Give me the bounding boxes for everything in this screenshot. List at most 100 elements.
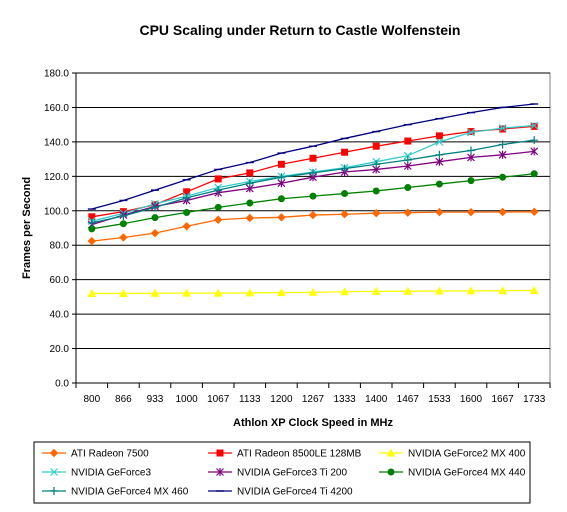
y-tick-label: 20.0 (50, 344, 70, 355)
data-point (498, 140, 507, 149)
x-tick-label: 1000 (175, 394, 198, 405)
data-point (372, 160, 381, 169)
data-point (530, 121, 539, 130)
data-point (245, 288, 255, 297)
legend-entry: NVIDIA GeForce4 Ti 4200 (208, 487, 353, 498)
y-tick-label: 120.0 (44, 172, 69, 183)
data-point (151, 214, 159, 222)
data-point (530, 170, 538, 178)
data-point (87, 218, 96, 227)
data-point (308, 210, 318, 220)
series-7 (87, 136, 539, 227)
data-point (498, 207, 507, 217)
data-point (435, 207, 444, 217)
data-point (183, 209, 191, 216)
data-point (467, 153, 475, 162)
data-point (277, 173, 286, 182)
x-tick-label: 933 (147, 394, 164, 405)
x-tick-label: 1067 (207, 394, 230, 405)
y-tick-label: 80.0 (50, 241, 70, 252)
series-1 (87, 207, 539, 246)
legend-entry: ATI Radeon 8500LE 128MB (208, 449, 362, 460)
data-point (213, 215, 223, 224)
data-point (309, 168, 317, 177)
y-tick-label: 140.0 (44, 137, 69, 148)
data-point (308, 287, 318, 296)
data-point (246, 169, 254, 177)
legend-marker (49, 448, 59, 458)
data-point (119, 220, 127, 228)
x-tick-label: 1267 (302, 394, 325, 405)
data-point (151, 203, 159, 212)
x-tick-label: 1333 (333, 394, 356, 405)
data-point (498, 124, 507, 133)
chart-title: CPU Scaling under Return to Castle Wolfe… (139, 22, 460, 38)
x-tick-label: 1667 (491, 394, 514, 405)
legend-label: ATI Radeon 7500 (71, 449, 149, 460)
x-tick-label: 866 (115, 394, 132, 405)
data-point (119, 211, 128, 220)
data-point (341, 190, 349, 198)
x-tick-label: 1400 (365, 394, 388, 405)
y-axis: 0.0 20.0 40.0 60.0 80.0 100.0 120.0 140.0 160.0 1… (44, 69, 77, 390)
data-point (435, 180, 443, 188)
data-point (340, 287, 349, 296)
legend-marker (216, 449, 224, 457)
data-point (403, 208, 413, 217)
x-tick-label: 800 (83, 394, 100, 405)
data-point (309, 192, 317, 200)
data-point (404, 137, 412, 145)
data-point (530, 136, 539, 145)
legend-label: NVIDIA GeForce4 MX 460 (71, 487, 189, 498)
data-point (467, 177, 475, 185)
data-point (214, 186, 223, 195)
legend-entry: NVIDIA GeForce4 MX 440 (379, 468, 526, 479)
x-tick-label: 1600 (460, 394, 483, 405)
legend-label: NVIDIA GeForce3 (71, 468, 151, 479)
legend-entry: NVIDIA GeForce4 MX 460 (42, 487, 189, 498)
data-point (119, 233, 128, 242)
data-point (87, 288, 97, 297)
y-tick-label: 160.0 (44, 103, 69, 114)
data-point (87, 236, 97, 246)
data-point (119, 288, 128, 297)
data-point (372, 187, 380, 195)
data-point (150, 288, 160, 297)
x-tick-label: 1467 (397, 394, 420, 405)
data-point (371, 286, 381, 295)
y-tick-label: 100.0 (44, 206, 69, 217)
legend-entry: NVIDIA GeForce3 Ti 200 (208, 468, 347, 479)
x-axis: 800 866 933 1000 1067 1133 1200 1267 1333 1400 146… (75, 382, 551, 405)
data-point (530, 147, 539, 156)
series-8 (87, 103, 539, 210)
data-point (529, 285, 539, 295)
data-point (245, 179, 254, 188)
y-axis-title: Frames per Second (21, 177, 33, 279)
data-point (466, 286, 476, 295)
legend-marker (50, 468, 58, 476)
y-tick-label: 60.0 (50, 275, 70, 286)
data-point (277, 195, 285, 203)
data-point (435, 137, 444, 146)
data-point (309, 154, 317, 162)
data-point (499, 173, 507, 181)
legend-label: NVIDIA GeForce4 Ti 4200 (237, 487, 353, 498)
data-point (372, 142, 380, 150)
x-axis-title: Athlon XP Clock Speed in MHz (233, 417, 393, 429)
legend-marker (386, 448, 396, 457)
data-point (435, 286, 444, 295)
data-point (277, 288, 286, 297)
data-point (340, 164, 349, 173)
data-point (277, 160, 285, 168)
legend: ATI Radeon 7500 ATI Radeon 8500LE 128MB NV… (33, 441, 531, 504)
legend-entry: ATI Radeon 7500 (42, 449, 149, 460)
legend-label: NVIDIA GeForce4 MX 440 (408, 468, 526, 479)
data-point (371, 208, 381, 218)
data-point (182, 193, 191, 202)
data-point (435, 157, 444, 166)
series-layer (87, 103, 539, 297)
legend-label: NVIDIA GeForce2 MX 400 (408, 449, 526, 460)
x-tick-label: 1533 (428, 394, 451, 405)
data-point (214, 203, 222, 211)
legend-entry: NVIDIA GeForce3 (42, 468, 151, 479)
